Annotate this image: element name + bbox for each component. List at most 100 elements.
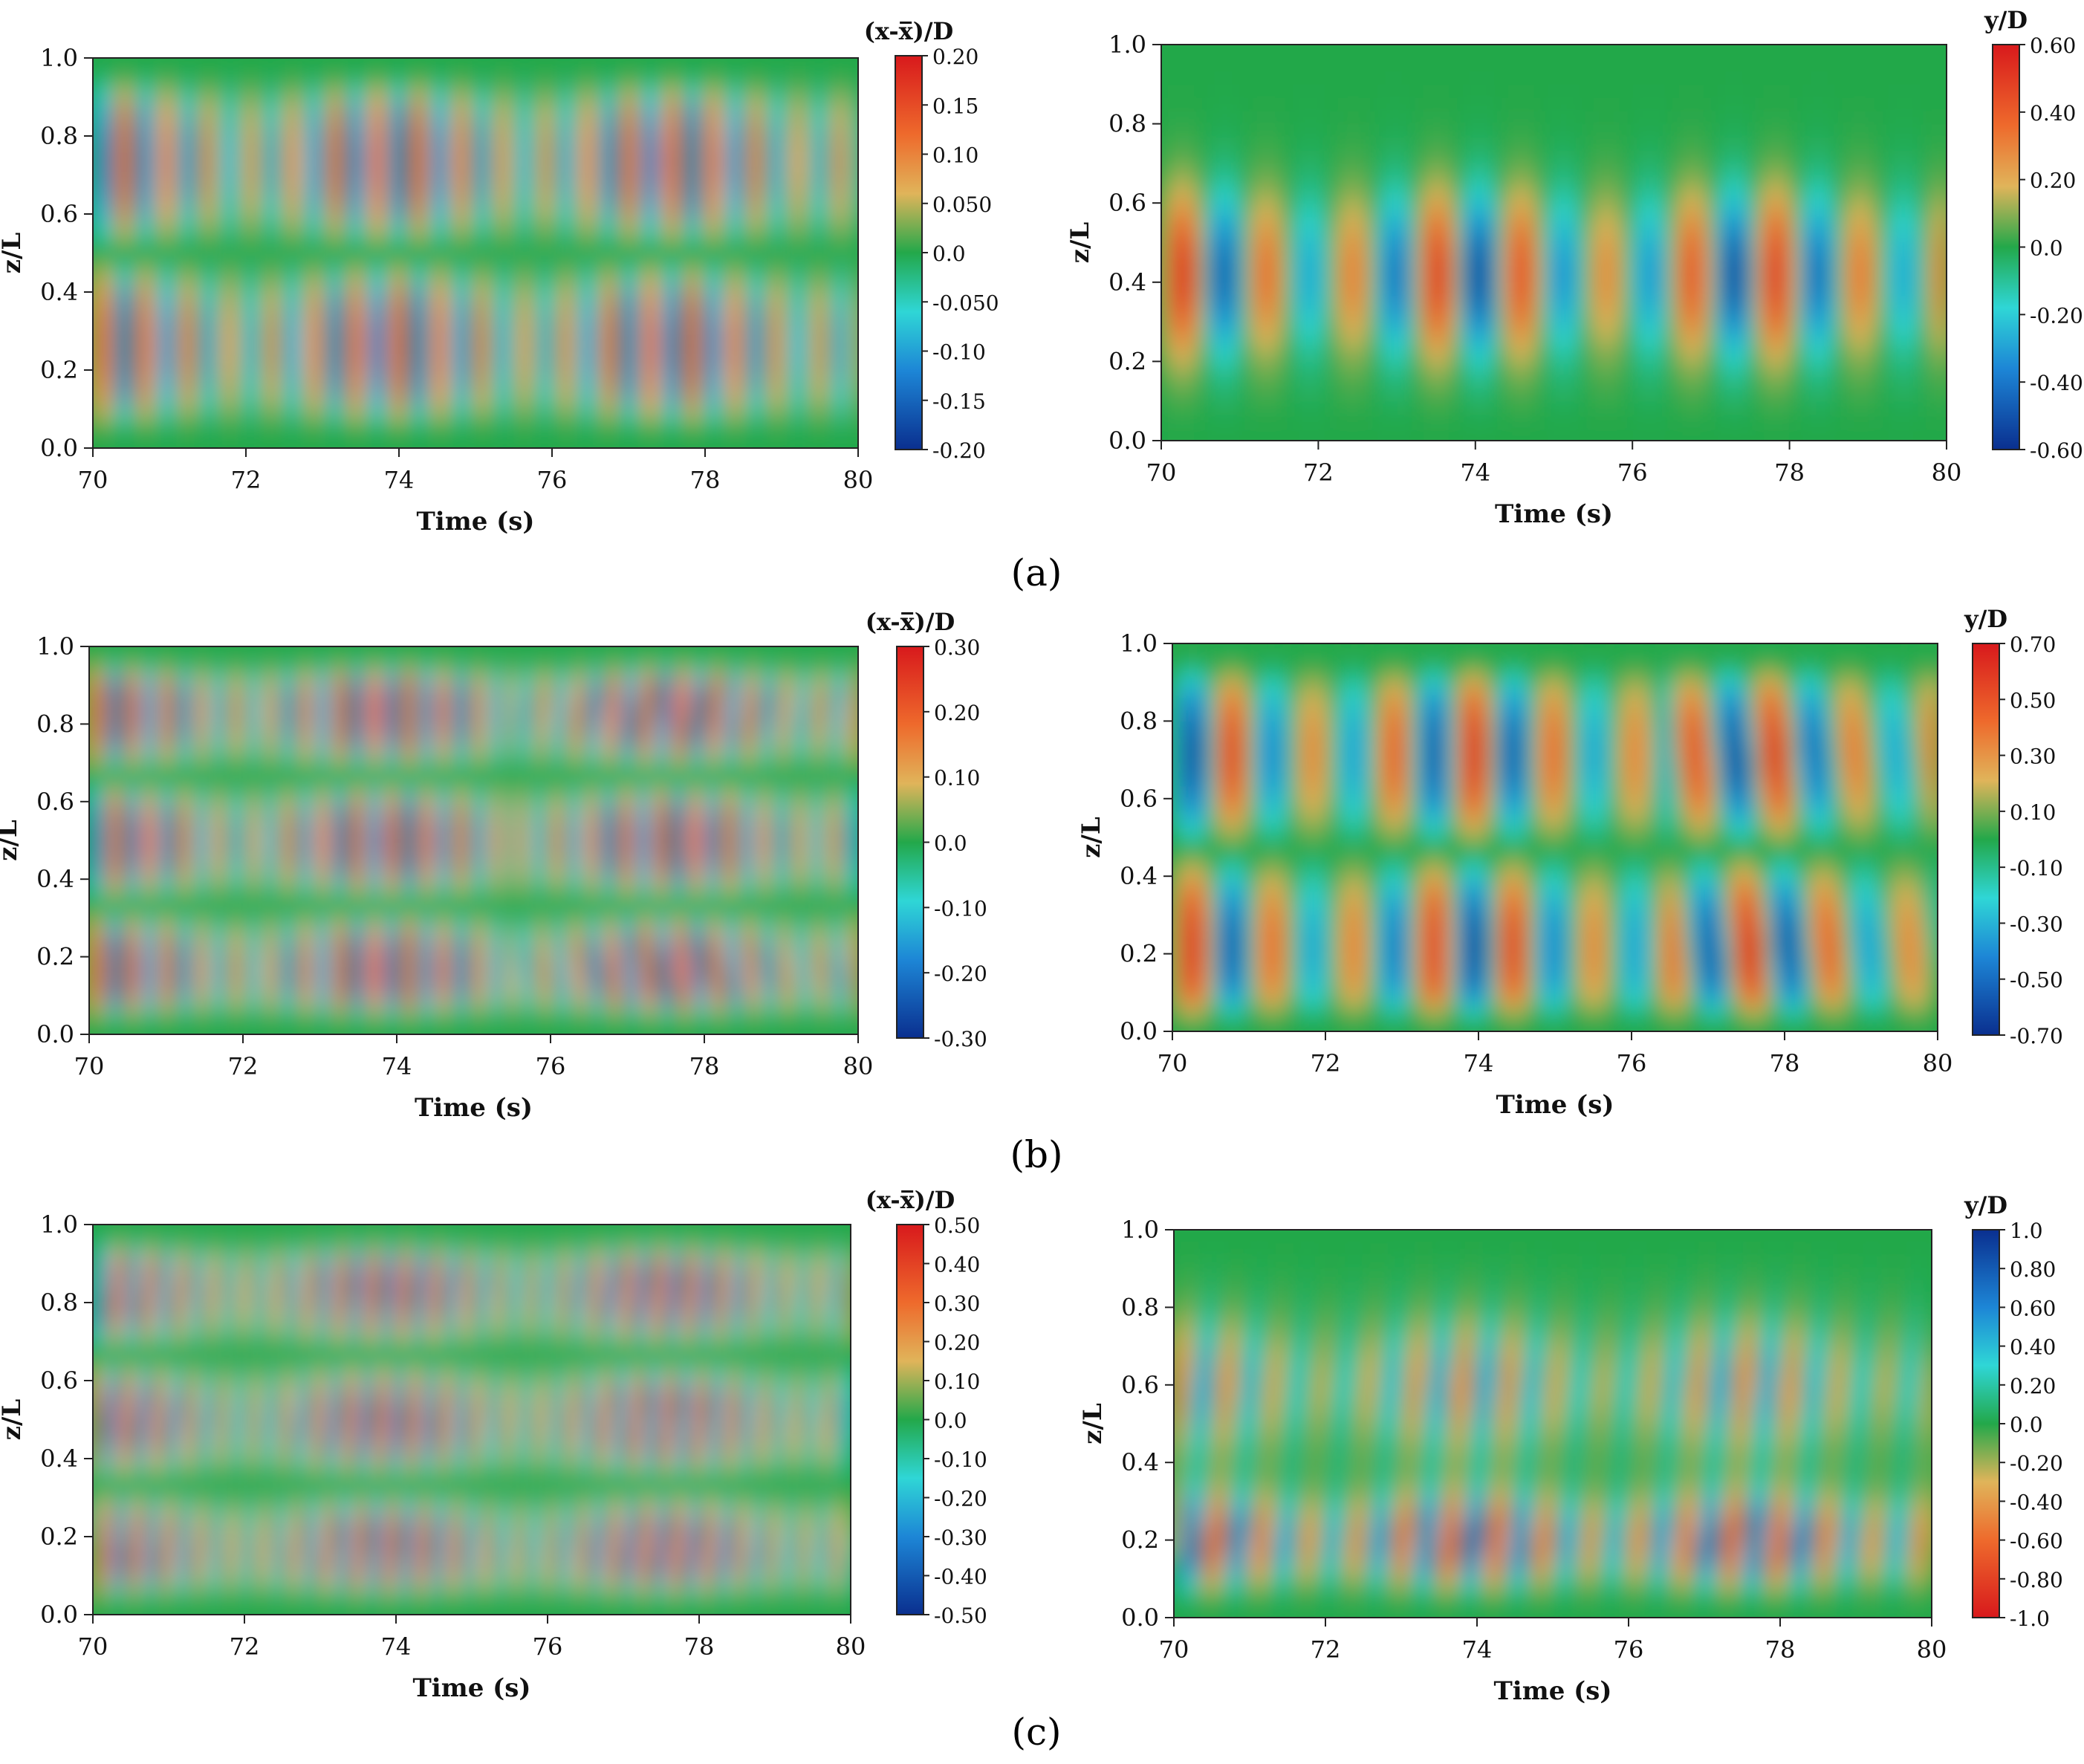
heatmap-cell [705, 136, 712, 150]
heatmap-cell [424, 279, 432, 293]
heatmap-cell [322, 279, 330, 293]
heatmap-cell [629, 71, 636, 85]
heatmap-cell [424, 175, 432, 189]
heatmap-cell [609, 422, 617, 436]
heatmap-cell [788, 175, 795, 189]
heatmap-cell [692, 344, 700, 358]
heatmap-cell [590, 110, 597, 124]
heatmap-cell [762, 305, 770, 319]
heatmap-cell [392, 110, 400, 124]
heatmap-cell [832, 383, 840, 397]
heatmap-cell [207, 383, 215, 397]
heatmap-cell [444, 370, 451, 384]
heatmap-cell [705, 149, 712, 163]
heatmap-cell [1383, 334, 1392, 349]
heatmap-cell [730, 279, 738, 293]
heatmap-cell [169, 162, 177, 176]
heatmap-cell [1331, 123, 1339, 138]
heatmap-cell [156, 370, 164, 384]
heatmap-cell [322, 214, 330, 228]
heatmap-cell [303, 344, 311, 358]
heatmap-cell [807, 396, 814, 410]
heatmap-cell [647, 227, 655, 241]
heatmap-cell [1318, 387, 1326, 402]
heatmap-cell [195, 214, 202, 228]
heatmap-cell [1325, 242, 1332, 257]
heatmap-cell [1220, 322, 1227, 336]
heatmap-cell [1161, 137, 1169, 151]
heatmap-cell [819, 175, 827, 189]
heatmap-cell [647, 357, 655, 371]
heatmap-cell [322, 253, 330, 267]
heatmap-cell [1364, 295, 1372, 310]
heatmap-cell [1272, 215, 1280, 230]
heatmap-cell [679, 253, 687, 267]
heatmap-cell [227, 71, 234, 85]
heatmap-cell [1397, 427, 1404, 441]
heatmap-cell [277, 188, 285, 202]
heatmap-cell [1311, 256, 1319, 270]
heatmap-cell [1364, 322, 1372, 336]
heatmap-cell [201, 214, 209, 228]
heatmap-cell [1187, 137, 1195, 151]
heatmap-cell [513, 58, 521, 72]
heatmap-cell [271, 58, 279, 72]
heatmap-cell [1311, 71, 1319, 85]
heatmap-cell [252, 305, 259, 319]
heatmap-cell [736, 58, 744, 72]
heatmap-cell [182, 84, 189, 98]
heatmap-cell [1344, 348, 1352, 363]
heatmap-cell [380, 292, 387, 306]
heatmap-cell [1318, 348, 1326, 363]
heatmap-cell [1357, 203, 1365, 217]
heatmap-cell [1429, 387, 1437, 402]
heatmap-cell [1311, 215, 1319, 230]
heatmap-cell [444, 344, 451, 358]
heatmap-cell [462, 97, 470, 111]
heatmap-cell [444, 201, 451, 215]
heatmap-cell [501, 279, 508, 293]
heatmap-cell [750, 97, 757, 111]
heatmap-cell [131, 136, 138, 150]
heatmap-cell [271, 201, 279, 215]
heatmap-cell [577, 175, 585, 189]
heatmap-cell [1377, 414, 1385, 429]
heatmap-cell [813, 227, 821, 241]
heatmap-cell [1227, 295, 1234, 310]
heatmap-cell [437, 97, 444, 111]
y-tick-label: 0.2 [40, 356, 78, 384]
heatmap-cell [99, 123, 106, 137]
heatmap-cell [647, 123, 655, 137]
heatmap-cell [679, 188, 687, 202]
heatmap-cell [634, 162, 642, 176]
heatmap-cell [501, 344, 508, 358]
heatmap-cell [418, 149, 426, 163]
heatmap-cell [175, 188, 183, 202]
heatmap-cell [290, 240, 298, 254]
heatmap-cell [743, 370, 750, 384]
heatmap-cell [545, 435, 553, 448]
heatmap-cell [832, 331, 840, 345]
heatmap-cell [118, 162, 126, 176]
heatmap-cell [207, 97, 215, 111]
heatmap-cell [386, 71, 394, 85]
heatmap-cell [316, 305, 323, 319]
heatmap-cell [106, 422, 113, 436]
heatmap-cell [195, 318, 202, 332]
heatmap-cell [1187, 242, 1195, 257]
heatmap-cell [1377, 256, 1385, 270]
heatmap-cell [609, 175, 617, 189]
heatmap-cell [195, 279, 202, 293]
heatmap-cell [1292, 282, 1299, 296]
heatmap-cell [782, 136, 789, 150]
heatmap-cell [182, 71, 189, 85]
heatmap-cell [634, 422, 642, 436]
heatmap-cell [316, 344, 323, 358]
heatmap-cell [756, 175, 764, 189]
heatmap-cell [736, 344, 744, 358]
heatmap-cell [475, 396, 483, 410]
heatmap-cell [456, 188, 464, 202]
heatmap-cell [756, 370, 764, 384]
heatmap-cell [1370, 189, 1378, 204]
heatmap-cell [456, 149, 464, 163]
